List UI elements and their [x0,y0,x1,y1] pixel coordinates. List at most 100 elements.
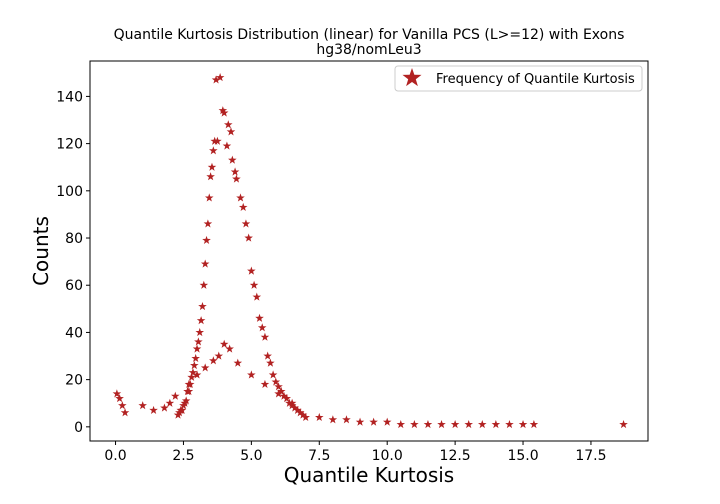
data-point [268,370,278,379]
data-point [190,360,199,370]
data-point [206,172,215,181]
data-point [204,193,214,202]
data-markers [112,73,628,429]
data-point [226,127,236,136]
data-point [505,419,514,429]
data-point [165,398,175,407]
data-point [260,332,270,341]
data-point [301,412,310,422]
y-tick-label: 60 [65,278,83,294]
data-point [171,391,180,400]
data-point [282,394,291,403]
x-tick-label: 17.5 [575,448,606,464]
data-point [244,233,253,242]
x-tick-label: 15.0 [507,448,538,464]
data-point [173,410,183,419]
data-point [175,408,184,417]
data-point [249,280,259,289]
data-point [342,415,351,424]
data-point [149,405,158,414]
data-point [464,419,473,429]
data-point [228,155,237,164]
data-point [260,379,270,388]
legend-label: Frequency of Quantile Kurtosis [436,72,635,87]
data-point [209,356,218,365]
data-point [450,419,460,429]
data-point [218,106,228,115]
data-point [207,162,217,171]
data-point [184,379,194,388]
x-tick-label: 12.5 [440,448,471,464]
data-point [236,193,245,202]
data-point [437,419,446,429]
data-point [180,398,190,407]
x-tick-label: 0.0 [104,448,126,464]
data-point [160,403,169,412]
data-point [195,327,205,337]
y-axis-ticks: 0 20 40 60 80 100 120 140 [56,89,90,436]
data-point [293,405,302,414]
legend-box [394,65,643,92]
y-axis-label: Counts [29,216,53,286]
data-point [115,394,124,403]
data-point [211,75,221,84]
data-point [369,417,378,426]
data-point [518,419,528,429]
y-tick-label: 80 [65,231,83,247]
data-point [247,370,256,379]
data-point [224,120,233,129]
y-tick-label: 40 [65,325,83,341]
data-point [287,398,297,407]
data-point [274,389,283,398]
x-axis-label: Quantile Kurtosis [284,463,454,487]
x-tick-label: 5.0 [240,448,262,464]
data-point [478,419,487,429]
y-tick-label: 120 [56,137,83,153]
data-point [188,368,198,377]
data-point [184,386,194,396]
data-point [112,389,122,398]
data-point [230,167,240,176]
data-point [219,339,229,348]
x-tick-label: 7.5 [308,448,330,464]
data-point [290,403,300,412]
data-point [138,401,147,410]
data-point [355,417,365,426]
data-point [410,419,419,429]
data-point [192,344,202,353]
data-point [295,408,305,417]
data-point [298,410,308,419]
data-point [202,235,211,245]
x-tick-label: 2.5 [172,448,194,464]
data-point [213,136,222,145]
data-point [271,377,281,386]
data-point [247,266,256,275]
data-point [199,280,209,289]
data-point [252,292,262,301]
data-point [219,108,229,117]
data-point [396,419,406,429]
data-point [287,401,297,410]
data-point [179,401,188,410]
data-point [241,219,251,228]
data-point [214,351,224,360]
data-point [619,419,628,429]
data-point [203,219,213,228]
x-axis-ticks: 0.0 2.5 5.0 7.5 10.0 12.5 15.0 17.5 [104,441,607,464]
data-point [233,358,243,367]
data-point [225,344,234,353]
data-point [196,316,206,325]
data-point [191,353,200,363]
data-point [198,301,207,311]
data-point [194,337,203,346]
data-point [423,419,433,429]
data-point [276,386,286,396]
y-tick-label: 0 [74,420,83,436]
data-point [491,419,501,429]
data-point [382,417,392,426]
legend: Frequency of Quantile Kurtosis [394,65,643,92]
data-point [222,141,232,150]
axes-frame [89,60,649,442]
y-tick-label: 140 [56,89,83,105]
